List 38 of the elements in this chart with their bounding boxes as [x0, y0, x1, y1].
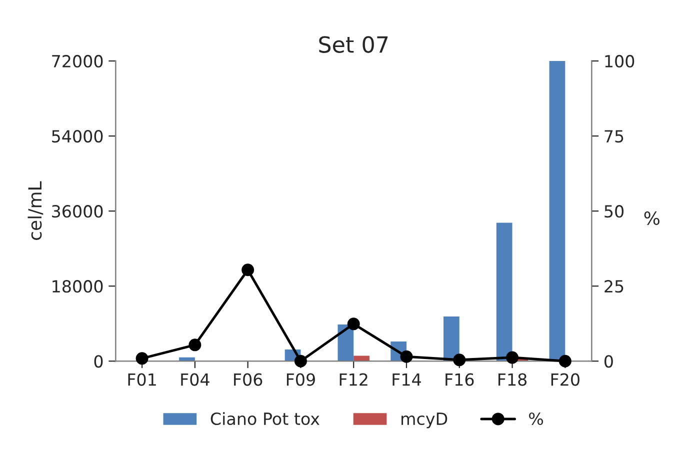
x-tick-label: F01	[128, 373, 156, 386]
y2-tick-label: 0	[604, 355, 613, 368]
chart-title: Set 07	[319, 36, 388, 53]
y2-tick-label: 50	[604, 205, 624, 218]
x-tick-label: F20	[551, 373, 580, 386]
point	[558, 354, 572, 368]
y-tick-label: 54000	[52, 130, 103, 143]
legend-label: Ciano Pot tox	[210, 412, 320, 426]
x-tick-label: F06	[234, 373, 262, 386]
point	[188, 338, 202, 352]
x-tick-label: F09	[286, 373, 315, 386]
legend-label: mcyD	[402, 412, 448, 428]
x-tick-label: F12	[340, 373, 368, 386]
point	[347, 318, 360, 330]
bar	[444, 316, 460, 362]
y2-tick-label: 25	[604, 280, 624, 293]
point	[506, 351, 519, 364]
y2-tick-label: 75	[604, 130, 624, 143]
bar	[354, 356, 370, 362]
point	[242, 264, 254, 276]
point	[400, 350, 413, 363]
bar	[496, 222, 512, 362]
x-tick-label: F14	[392, 373, 421, 386]
y2-axis-title: %	[644, 211, 660, 226]
y-axis-title: cel/mL	[28, 181, 44, 240]
y2-tick-label: 100	[605, 54, 634, 68]
point	[136, 352, 148, 365]
x-tick-label: F18	[498, 373, 527, 386]
y-tick-label: 0	[94, 355, 103, 368]
y-tick-label: 72000	[52, 54, 103, 68]
x-tick-label: F04	[181, 373, 210, 386]
y-tick-label: 36000	[52, 205, 103, 218]
x-tick-label: F16	[446, 373, 474, 386]
bar	[549, 60, 566, 362]
point	[294, 354, 307, 368]
legend-label: %	[529, 412, 544, 426]
point	[453, 354, 466, 366]
y-tick-label: 18000	[52, 280, 103, 293]
